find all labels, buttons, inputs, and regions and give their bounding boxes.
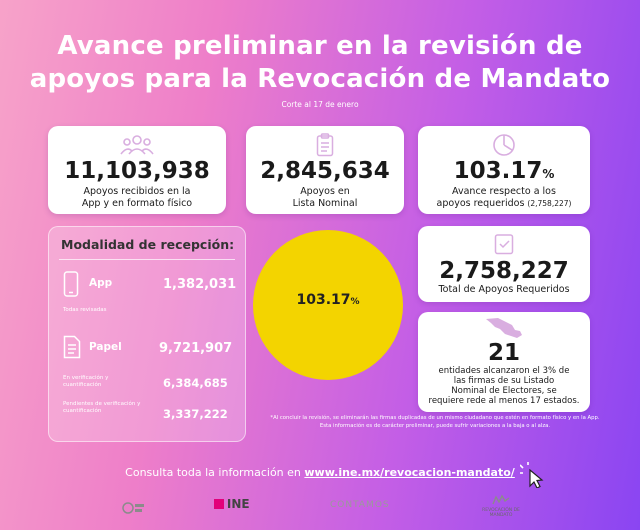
- received-support-card: 11,103,938 Apoyos recibidos en la App y …: [48, 126, 226, 214]
- ine-logo: INE: [214, 497, 250, 519]
- consulta-line: Consulta toda la información en www.ine.…: [0, 466, 640, 479]
- paper-label: Papel: [89, 341, 122, 353]
- received-support-label-2: App y en formato físico: [81, 198, 193, 209]
- paper-in-verification-value: 6,384,685: [163, 376, 228, 390]
- cutoff-date: Corte al 17 de enero: [281, 100, 359, 109]
- entities-label-4: requiere rede al menos 17 estados.: [428, 396, 580, 406]
- revocacion-logo: REVOCACIÓN DE MANDATO: [476, 494, 526, 518]
- title-line-2: apoyos para la Revocación de Mandato: [29, 64, 611, 94]
- required-support-label: Total de Apoyos Requeridos: [438, 284, 570, 295]
- progress-circle-value: 103.17%: [296, 292, 360, 308]
- entities-label-3: Nominal de Electores, se: [451, 386, 557, 396]
- paper-value: 9,721,907: [159, 341, 233, 356]
- document-icon: [63, 335, 81, 359]
- nominal-list-label-1: Apoyos en: [300, 186, 350, 197]
- reception-mode-title: Modalidad de recepción:: [61, 237, 235, 252]
- app-value: 1,382,031: [163, 277, 237, 292]
- nominal-list-value: 2,845,634: [260, 158, 390, 184]
- entities-value: 21: [487, 340, 520, 366]
- received-support-label-1: Apoyos recibidos en la: [83, 186, 191, 197]
- progress-label-1: Avance respecto a los: [452, 186, 556, 197]
- title-line-1: Avance preliminar en la revisión de: [57, 31, 583, 61]
- progress-label-2: apoyos requeridos (2,758,227): [436, 198, 572, 209]
- app-label: App: [89, 277, 113, 289]
- revocacion-logo-icon: [492, 494, 510, 505]
- progress-card: 103.17% Avance respecto a los apoyos req…: [418, 126, 590, 214]
- reception-mode-panel: Modalidad de recepción: App 1,382,031 To…: [48, 226, 246, 442]
- progress-circle: 103.17%: [253, 230, 403, 380]
- logo-left: [120, 498, 146, 520]
- clipboard-icon: [316, 133, 334, 157]
- click-cursor-icon: [520, 462, 544, 488]
- progress-value: 103.17%: [453, 158, 555, 184]
- paper-pending-note: Pendientes de verificación y cuantificac…: [63, 401, 141, 414]
- page-title: Avance preliminar en la revisión de apoy…: [0, 30, 640, 96]
- required-support-value: 2,758,227: [439, 258, 569, 284]
- mexico-map-icon: [486, 318, 522, 338]
- checklist-icon: [494, 234, 514, 255]
- contamos-logo: CONTAMOS: [330, 500, 390, 510]
- entities-label-1: entidades alcanzaron el 3% de: [438, 366, 570, 376]
- institution-logo-icon: [122, 502, 144, 514]
- consulta-text: Consulta toda la información en: [125, 466, 301, 479]
- pie-chart-icon: [493, 134, 515, 156]
- required-support-card: 2,758,227 Total de Apoyos Requeridos: [418, 226, 590, 302]
- app-note: Todas revisadas: [63, 307, 107, 313]
- entities-card: 21 entidades alcanzaron el 3% de las fir…: [418, 312, 590, 412]
- footnote: *Al concluir la revisión, se eliminarán …: [270, 415, 600, 429]
- paper-in-verification-note: En verificación y cuantificación: [63, 375, 109, 388]
- received-support-value: 11,103,938: [64, 158, 210, 184]
- entities-label-2: las firmas de su Listado: [453, 376, 555, 386]
- nominal-list-card: 2,845,634 Apoyos en Lista Nominal: [246, 126, 404, 214]
- people-icon: [120, 135, 154, 155]
- nominal-list-label-2: Lista Nominal: [292, 198, 358, 209]
- paper-pending-value: 3,337,222: [163, 407, 228, 421]
- divider: [59, 259, 235, 260]
- phone-icon: [63, 271, 79, 297]
- ine-link[interactable]: www.ine.mx/revocacion-mandato/: [304, 466, 515, 479]
